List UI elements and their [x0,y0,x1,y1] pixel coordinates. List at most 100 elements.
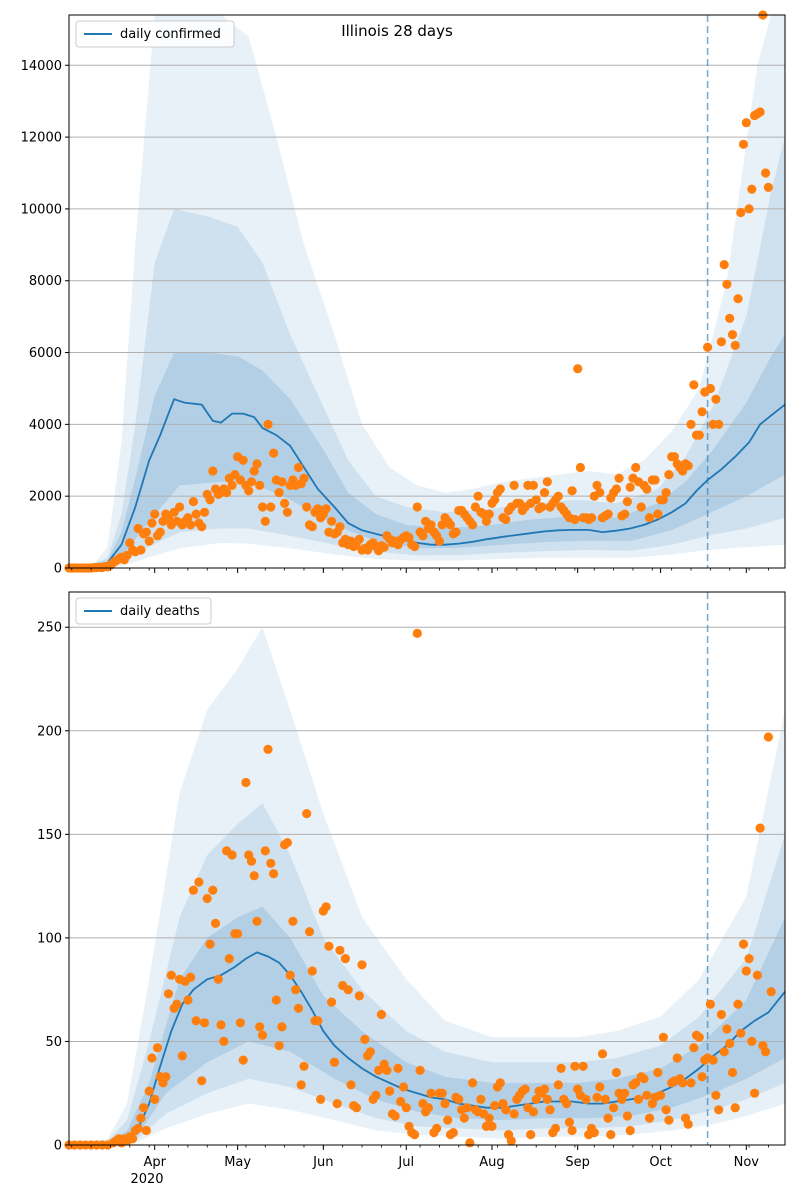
confirmed-observed-point [631,462,641,473]
deaths-observed-point [542,1094,552,1104]
confirmed-observed-point [252,459,262,469]
confirmed-observed-point [686,419,696,429]
deaths-observed-point [689,1043,699,1053]
confirmed-legend-label: daily confirmed [120,27,221,42]
confirmed-observed-point [183,513,193,523]
deaths-observed-point [468,1078,478,1088]
x-tick-label: Oct [649,1155,671,1170]
confirmed-observed-point [747,184,757,194]
deaths-observed-point [285,970,295,980]
deaths-observed-point [365,1047,375,1057]
deaths-observed-point [299,1061,309,1071]
confirmed-y-tick-label: 14000 [21,59,62,74]
confirmed-axes-frame [68,14,786,569]
deaths-observed-point [730,1103,740,1113]
deaths-observed-point [147,1053,157,1063]
deaths-observed-point [603,1113,613,1123]
deaths-observed-point [490,1101,500,1111]
confirmed-observed-point [451,527,461,537]
deaths-observed-point [609,1103,619,1113]
deaths-band-outer [69,627,785,1145]
deaths-observed-point [711,1090,721,1100]
deaths-observed-point [183,995,193,1005]
deaths-observed-point [166,970,176,980]
deaths-y-tick-label: 50 [45,1035,62,1050]
deaths-observed-point [316,1094,326,1104]
deaths-observed-point [271,995,281,1005]
confirmed-observed-point [644,513,655,523]
deaths-observed-point [459,1113,469,1123]
deaths-observed-point [725,1038,735,1049]
confirmed-observed-point [490,495,500,505]
deaths-observed-point [354,991,364,1001]
deaths-observed-point [374,1065,384,1075]
deaths-observed-point [727,1067,738,1078]
confirmed-observed-point [636,502,646,512]
confirmed-observed-point [147,518,157,528]
confirmed-observed-point [761,168,771,178]
confirmed-observed-point [227,480,237,490]
confirmed-band-outer [69,15,785,568]
deaths-observed-point [327,997,337,1007]
confirmed-observed-point [727,330,738,340]
confirmed-observed-point [277,477,287,487]
chart-title: Illinois 28 days [341,22,453,40]
deaths-observed-point [697,1072,707,1082]
confirmed-y-tick-label: 2000 [29,490,62,505]
deaths-panel: 0 50 100 150 200 250 Apr May Jun Jul Aug Sep Oct Nov… [37,591,786,1187]
deaths-observed-point [672,1053,682,1063]
deaths-observed-point [642,1090,652,1100]
deaths-observed-point [332,1099,342,1109]
deaths-observed-point [396,1096,406,1107]
confirmed-observed-point [658,495,669,505]
confirmed-legend-box [75,20,235,48]
deaths-observed-point [141,1125,151,1136]
confirmed-observed-point [553,491,563,501]
deaths-observed-point [227,850,237,860]
deaths-observed-point [360,1034,370,1044]
deaths-axes-frame [68,591,786,1146]
deaths-observed-point [440,1099,450,1109]
deaths-observed-point [750,1088,760,1098]
deaths-observed-point [238,1055,248,1065]
deaths-observed-point [128,1134,138,1144]
deaths-observed-point [454,1094,464,1104]
deaths-y-ticks: 0 50 100 150 200 250 [37,621,69,1154]
deaths-observed-point [321,902,331,912]
confirmed-observed-point [404,532,414,543]
confirmed-band-middle [69,137,785,568]
deaths-observed-point [550,1123,561,1133]
confirmed-observed-point [155,527,165,537]
confirmed-observed-point [191,509,201,519]
confirmed-observed-point [730,340,740,350]
deaths-observed-point [443,1115,453,1125]
deaths-observed-point [705,999,716,1009]
deaths-observed-point [343,985,353,995]
deaths-band-inner [69,906,785,1145]
deaths-observed-point [744,954,754,964]
deaths-observed-point [412,628,422,639]
deaths-observed-point [194,877,204,887]
confirmed-observed-point [484,509,494,519]
confirmed-observed-point [664,470,674,480]
deaths-observed-point [581,1094,591,1104]
confirmed-uncertainty-bands [69,15,785,568]
deaths-observed-point [653,1067,663,1078]
deaths-observed-point [382,1065,392,1075]
confirmed-observed-point [321,504,331,514]
deaths-observed-point [432,1123,442,1133]
deaths-observed-point [656,1090,666,1100]
confirmed-observed-point [307,522,317,532]
confirmed-observed-point [711,394,721,404]
confirmed-observed-points [64,10,774,573]
confirmed-observed-point [694,430,704,440]
deaths-observed-point [376,1009,386,1020]
confirmed-observed-point [445,520,456,530]
confirmed-observed-point [738,139,749,149]
confirmed-observed-point [539,488,550,498]
x-tick-label: Jun [312,1155,333,1170]
confirmed-y-tick-label: 10000 [21,202,62,217]
confirmed-observed-point [683,461,693,471]
deaths-observed-point [161,1072,171,1082]
